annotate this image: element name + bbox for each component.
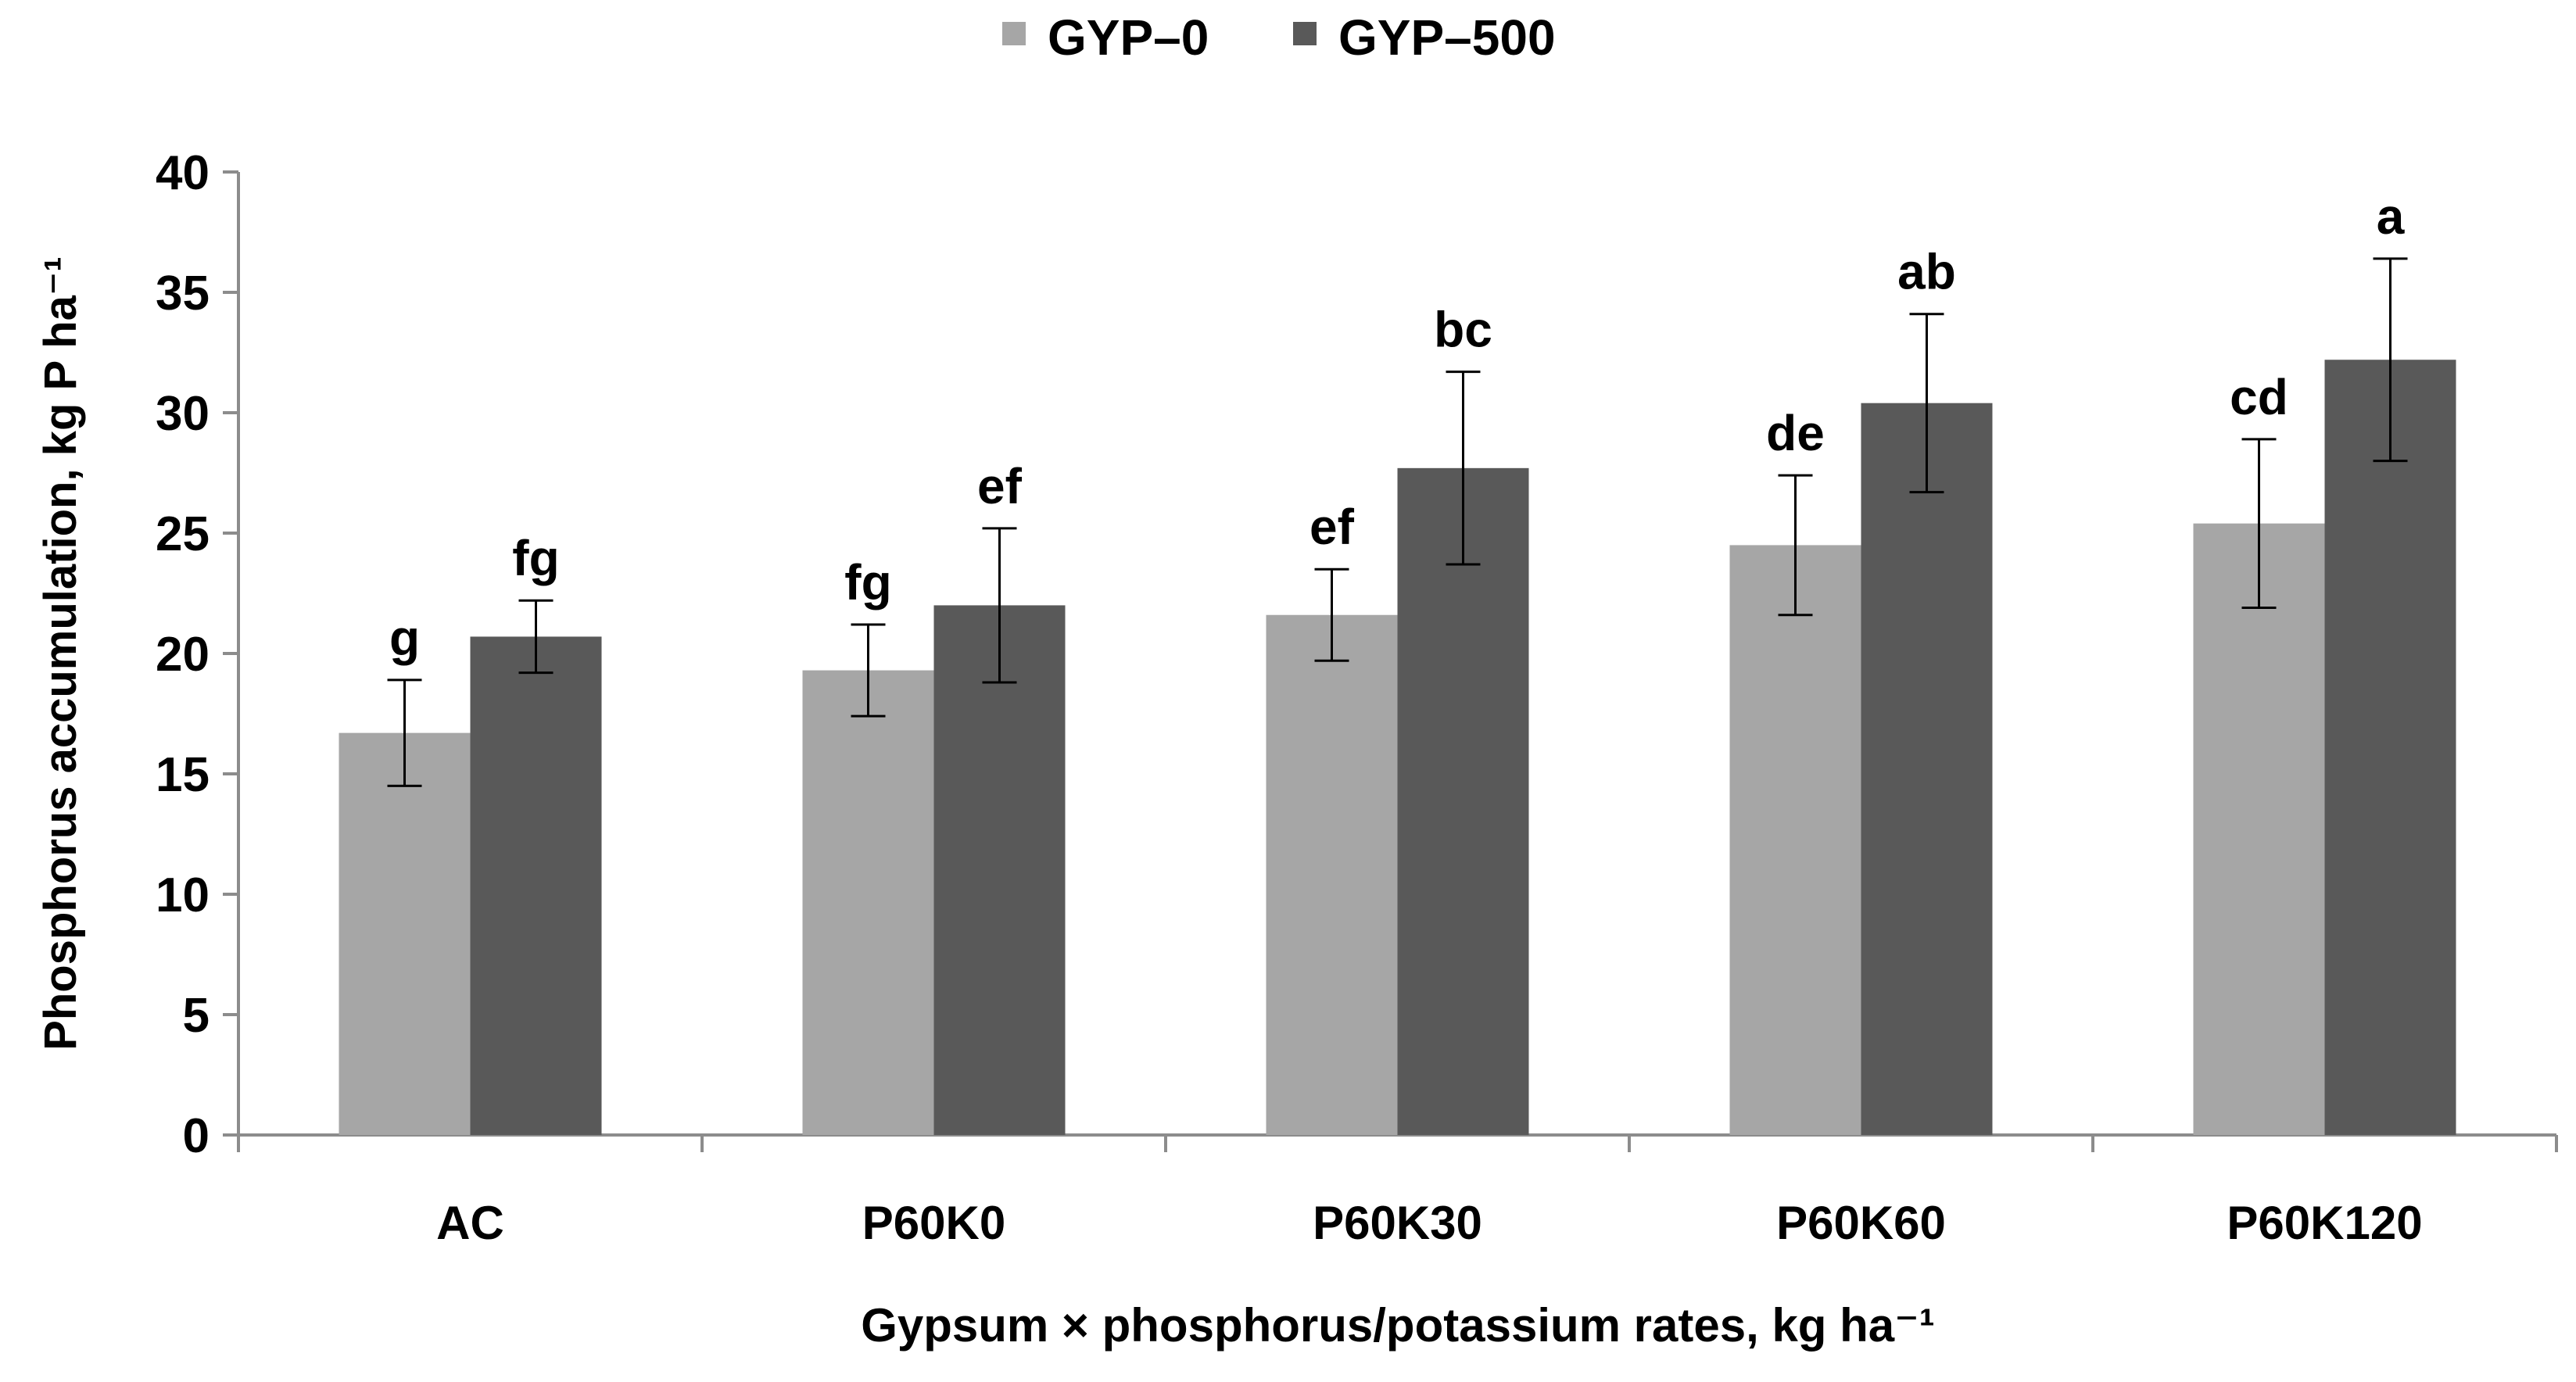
x-tick-label: P60K120 — [2227, 1197, 2422, 1249]
bar-gyp-500-p60k30 — [1397, 467, 1529, 1135]
significance-letter: ef — [977, 458, 1023, 514]
legend-swatch-gyp-0 — [1002, 22, 1026, 45]
bar-gyp-0-p60k30 — [1266, 614, 1398, 1135]
significance-letter: a — [2377, 188, 2405, 245]
legend-label-gyp-0: GYP–0 — [1048, 9, 1209, 66]
x-tick-label: P60K30 — [1313, 1197, 1482, 1249]
x-tick-label: P60K0 — [862, 1197, 1005, 1249]
x-tick-label: AC — [436, 1197, 504, 1249]
bar-gyp-500-p60k120 — [2324, 360, 2456, 1135]
y-tick-label: 20 — [156, 628, 210, 682]
y-tick-label: 15 — [156, 748, 210, 802]
y-tick-label: 25 — [156, 507, 210, 561]
x-axis-title: Gypsum × phosphorus/potassium rates, kg … — [861, 1299, 1935, 1352]
significance-letters: g fg ef de cd fg ef bc ab a — [389, 188, 2405, 666]
x-axis-ticks: AC P60K0 P60K30 P60K60 P60K120 — [237, 1135, 2558, 1249]
error-bars — [387, 257, 2408, 787]
bar-gyp-0-ac — [339, 732, 471, 1135]
y-axis-ticks: 0 5 10 15 20 25 30 35 40 — [156, 146, 238, 1163]
y-tick-label: 5 — [183, 989, 210, 1043]
significance-letter: g — [389, 610, 420, 666]
bar-gyp-0-p60k60 — [1729, 545, 1861, 1135]
significance-letter: de — [1766, 405, 1825, 461]
bar-gyp-500-ac — [470, 636, 602, 1135]
bar-gyp-500-p60k0 — [933, 605, 1066, 1135]
y-axis-title: Phosphorus accumulation, kg P ha⁻¹ — [35, 256, 86, 1051]
bar-gyp-0-p60k120 — [2193, 523, 2325, 1135]
y-tick-label: 40 — [156, 146, 210, 200]
significance-letter: fg — [844, 554, 891, 610]
legend-swatch-gyp-500 — [1293, 22, 1317, 45]
significance-letter: ef — [1309, 499, 1355, 555]
y-tick-label: 35 — [156, 267, 210, 320]
bar-gyp-0-p60k0 — [802, 670, 934, 1135]
y-tick-label: 0 — [183, 1109, 210, 1163]
significance-letter: ab — [1897, 244, 1956, 300]
significance-letter: bc — [1434, 302, 1492, 358]
bar-gyp-500-p60k60 — [1861, 403, 1993, 1135]
legend-label-gyp-500: GYP–500 — [1338, 9, 1556, 66]
y-tick-label: 30 — [156, 387, 210, 441]
significance-letter: cd — [2230, 369, 2288, 425]
x-tick-label: P60K60 — [1776, 1197, 1946, 1249]
bars — [339, 360, 2456, 1135]
y-tick-label: 10 — [156, 868, 210, 922]
legend: GYP–0 GYP–500 — [1002, 9, 1556, 66]
significance-letter: fg — [512, 530, 559, 586]
